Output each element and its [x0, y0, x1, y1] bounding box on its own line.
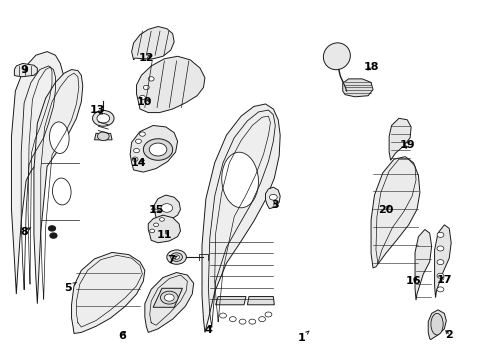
Text: 7: 7 — [167, 255, 177, 265]
Circle shape — [132, 157, 138, 161]
Circle shape — [154, 223, 159, 226]
Circle shape — [437, 232, 444, 237]
Polygon shape — [130, 126, 177, 172]
Text: 13: 13 — [90, 105, 105, 115]
Polygon shape — [72, 252, 145, 333]
Circle shape — [229, 317, 236, 321]
Text: 1: 1 — [297, 331, 309, 343]
Text: 3: 3 — [271, 200, 279, 210]
Polygon shape — [389, 118, 411, 160]
Polygon shape — [155, 195, 180, 221]
Text: 8: 8 — [20, 227, 31, 237]
Text: 9: 9 — [20, 64, 28, 75]
Polygon shape — [216, 297, 246, 305]
Text: 10: 10 — [137, 97, 152, 107]
Circle shape — [144, 139, 172, 160]
Ellipse shape — [52, 178, 71, 205]
Text: 5: 5 — [64, 283, 76, 293]
Polygon shape — [95, 134, 112, 140]
Text: 17: 17 — [437, 275, 452, 285]
Circle shape — [437, 273, 444, 278]
Polygon shape — [247, 297, 274, 305]
Circle shape — [270, 194, 277, 200]
Text: 19: 19 — [399, 140, 415, 150]
Circle shape — [171, 253, 182, 261]
Polygon shape — [153, 288, 182, 307]
Circle shape — [134, 148, 140, 153]
Circle shape — [50, 233, 57, 238]
Circle shape — [160, 291, 178, 304]
Circle shape — [161, 204, 172, 212]
Circle shape — [437, 246, 444, 251]
Polygon shape — [415, 229, 432, 300]
Polygon shape — [435, 225, 451, 298]
Polygon shape — [14, 63, 37, 77]
Circle shape — [150, 229, 155, 233]
Polygon shape — [11, 51, 63, 294]
Text: 15: 15 — [148, 206, 164, 216]
Polygon shape — [137, 56, 205, 113]
Ellipse shape — [323, 43, 350, 70]
Ellipse shape — [49, 122, 69, 153]
Text: 12: 12 — [139, 53, 154, 63]
Circle shape — [97, 114, 110, 123]
Circle shape — [265, 312, 272, 317]
Circle shape — [144, 85, 149, 90]
Text: 20: 20 — [378, 205, 393, 216]
Polygon shape — [266, 187, 280, 209]
Circle shape — [173, 255, 179, 259]
Ellipse shape — [431, 314, 443, 335]
Polygon shape — [132, 27, 174, 60]
Text: 16: 16 — [406, 276, 421, 286]
Polygon shape — [145, 273, 194, 332]
Circle shape — [220, 313, 226, 318]
Circle shape — [239, 319, 246, 324]
Polygon shape — [428, 310, 446, 339]
Polygon shape — [148, 215, 180, 243]
Circle shape — [93, 111, 114, 126]
Circle shape — [140, 95, 146, 100]
Polygon shape — [34, 69, 83, 304]
Circle shape — [136, 139, 142, 143]
Circle shape — [437, 260, 444, 265]
Circle shape — [437, 287, 444, 292]
Circle shape — [159, 218, 164, 221]
Polygon shape — [371, 157, 420, 268]
Circle shape — [98, 132, 109, 140]
Circle shape — [167, 250, 186, 264]
Circle shape — [49, 226, 55, 231]
Text: 6: 6 — [118, 331, 126, 341]
Polygon shape — [343, 79, 373, 97]
Polygon shape — [202, 104, 280, 332]
Text: 18: 18 — [363, 62, 379, 72]
Circle shape — [249, 319, 256, 324]
Text: 4: 4 — [204, 325, 212, 335]
Circle shape — [140, 132, 146, 136]
Circle shape — [164, 294, 174, 301]
Circle shape — [259, 317, 266, 321]
Text: 14: 14 — [131, 158, 147, 168]
Circle shape — [148, 77, 154, 81]
Ellipse shape — [222, 152, 258, 208]
Text: 2: 2 — [445, 330, 453, 340]
Circle shape — [149, 143, 167, 156]
Text: 11: 11 — [157, 230, 172, 239]
